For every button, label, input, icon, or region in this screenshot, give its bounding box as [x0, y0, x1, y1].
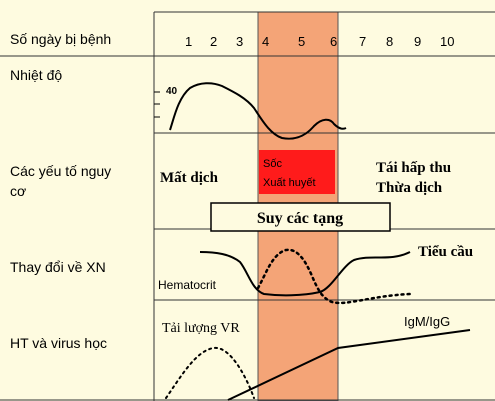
day-8: 8: [386, 34, 393, 49]
platelet-label: Tiểu cầu: [418, 244, 473, 260]
day-1: 1: [185, 34, 192, 49]
day-6: 6: [330, 34, 337, 49]
antibody-label: IgM/IgG: [404, 314, 450, 329]
row-label-lab: Thay đổi về XN: [10, 259, 106, 275]
day-9: 9: [414, 34, 421, 49]
row-label-risk-1: Các yếu tố nguy: [10, 163, 111, 179]
row-label-virology: HT và virus học: [10, 335, 107, 351]
organ-failure-box: [210, 202, 391, 232]
temperature-tick-label: 40: [166, 86, 178, 97]
day-5: 5: [298, 34, 305, 49]
temperature-curve: [169, 82, 347, 140]
viral-load-label: Tải lượng VR: [162, 321, 240, 336]
day-2: 2: [210, 34, 217, 49]
day-7: 7: [359, 34, 366, 49]
hemorrhage-label: Xuất huyết: [263, 177, 316, 189]
row-label-temperature: Nhiệt độ: [10, 67, 62, 83]
fluid-loss-label: Mất dịch: [160, 170, 219, 186]
hematocrit-curve: [256, 248, 412, 305]
shock-box: [259, 150, 335, 194]
shock-label: Sốc: [263, 158, 282, 170]
day-4: 4: [262, 34, 269, 49]
day-10: 10: [440, 34, 454, 49]
hematocrit-label: Hematocrit: [158, 278, 217, 292]
antibody-curve: [227, 329, 471, 401]
organ-failure-label: Suy các tạng: [257, 210, 343, 227]
row-label-risk-2: cơ: [10, 183, 26, 199]
row-label-days: Số ngày bị bệnh: [10, 31, 111, 47]
fluid-overload-label: Thừa dịch: [376, 180, 443, 196]
reabsorption-label: Tái hấp thu: [376, 160, 451, 176]
day-3: 3: [236, 34, 243, 49]
day-axis: 1 2 3 4 5 6 7 8 9 10: [185, 34, 454, 49]
temperature-ticks: [154, 91, 160, 118]
platelet-curve: [199, 251, 411, 297]
viral-load-curve: [165, 346, 255, 399]
